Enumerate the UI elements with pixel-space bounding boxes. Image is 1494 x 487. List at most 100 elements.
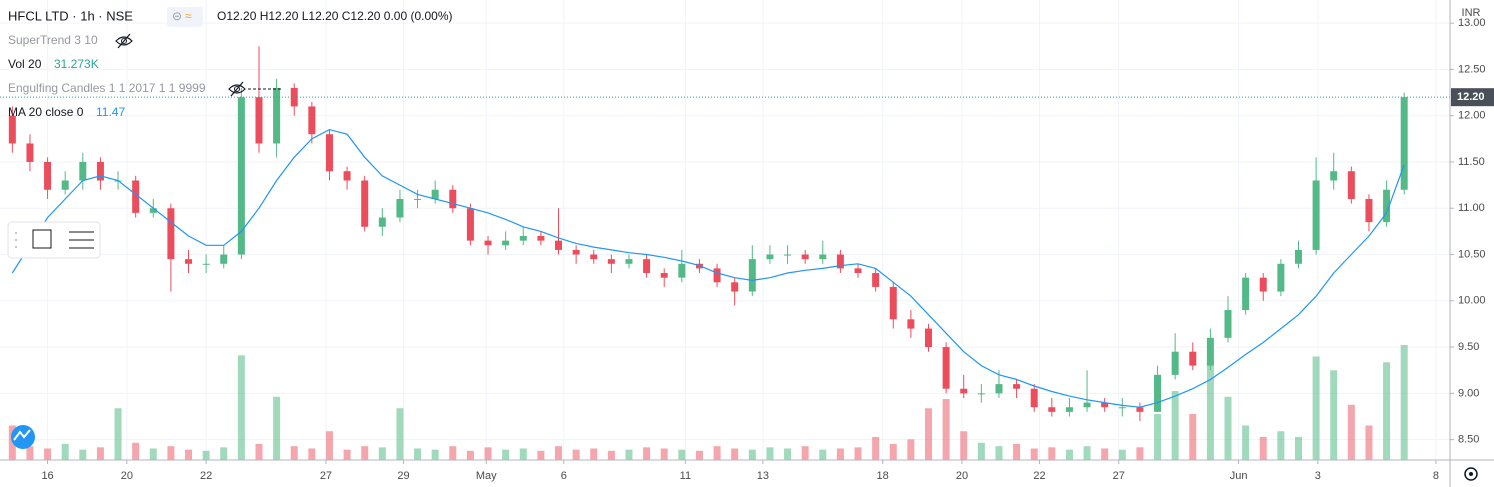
volume-bar [1154, 414, 1162, 460]
volume-bar [61, 443, 69, 460]
volume-bar [889, 443, 897, 460]
volume-bar [519, 448, 527, 460]
x-tick-label: 20 [121, 470, 133, 482]
candle-body [625, 259, 633, 264]
axes: 8.50 9.00 9.50 10.00 10.50 11.00 11.50 12.00 12.… [41, 17, 1494, 482]
volume-bar [1347, 404, 1355, 460]
candle-body [1294, 249, 1302, 264]
volume-bar [1065, 449, 1073, 460]
candle-body [8, 115, 16, 144]
volume-bar [343, 449, 351, 460]
volume-bar [1171, 391, 1179, 460]
candle-body [819, 254, 827, 260]
y-tick-label: 11.50 [1458, 156, 1485, 168]
symbol-title: HFCL LTD · 1h · NSE [8, 8, 133, 23]
volume-bar [907, 439, 915, 460]
candle-body [1083, 402, 1091, 408]
volume-bar [167, 446, 175, 460]
x-tick-label: May [476, 470, 497, 482]
x-tick-label: 3 [1315, 470, 1321, 482]
volume-bar [695, 450, 703, 460]
volume-bar [1242, 425, 1250, 460]
hidden-icon[interactable] [228, 81, 246, 97]
volume-bar [220, 447, 228, 460]
candle-body [237, 97, 245, 255]
candle-body [361, 180, 369, 227]
candle-body [44, 161, 52, 190]
volume-bar [607, 450, 615, 460]
volume-bar [308, 448, 316, 460]
volume-bar [784, 448, 792, 460]
candle-body [678, 263, 686, 278]
y-tick-label: 12.50 [1458, 63, 1486, 75]
candle-body [431, 189, 439, 199]
candle-body [1312, 180, 1320, 250]
volume-layer [8, 345, 1408, 460]
drawing-toolbar [7, 221, 101, 259]
x-tick-label: 20 [956, 470, 968, 482]
volume-bar [942, 399, 950, 460]
candle-body [766, 254, 774, 260]
candle-body [1189, 351, 1197, 366]
rect-tool[interactable] [32, 229, 52, 249]
badge-icon: ≈ [185, 9, 192, 23]
last-price-tag [1451, 88, 1494, 107]
x-tick-label: 22 [200, 470, 212, 482]
volume-bar [202, 450, 210, 460]
volume-bar [643, 447, 651, 460]
candle-body [220, 254, 228, 264]
volume-bar [977, 442, 985, 460]
volume-bar [572, 449, 580, 460]
candle-body [660, 273, 668, 278]
ohlc-legend: O12.20 H12.20 L12.20 C12.20 0.00 (0.00%) [217, 9, 453, 23]
x-tick-label: 27 [1113, 470, 1125, 482]
x-tick-label: 18 [877, 470, 889, 482]
volume-bar [237, 355, 245, 460]
volume-bar [255, 443, 263, 460]
volume-bar [537, 450, 545, 460]
candle-body [132, 180, 140, 213]
candle-body [748, 259, 756, 292]
candle-body [942, 347, 950, 389]
candle-body [1154, 374, 1162, 412]
candle-body [995, 384, 1003, 394]
candle-body [61, 180, 69, 190]
hidden-icon[interactable] [115, 33, 133, 49]
badge[interactable] [167, 7, 203, 27]
volume-bar [1400, 345, 1408, 460]
x-tick-label: Jun [1230, 470, 1248, 482]
candle-body [378, 217, 386, 227]
volume-bar [960, 431, 968, 460]
candle-body [537, 236, 545, 241]
candle-body [907, 319, 915, 329]
y-tick-label: 9.00 [1458, 387, 1479, 399]
volume-bar [185, 449, 193, 460]
volume-bar [660, 448, 668, 460]
indicator-name: Vol 20 [8, 57, 42, 71]
candle-body [273, 87, 281, 144]
volume-bar [1101, 448, 1109, 460]
indicator-name: SuperTrend 3 10 [8, 33, 98, 47]
candle-body [466, 208, 474, 241]
volume-bar [8, 425, 16, 460]
y-tick-label: 11.00 [1458, 202, 1485, 214]
volume-bar [132, 442, 140, 460]
volume-bar [502, 449, 510, 460]
candle-body [308, 106, 316, 135]
candle-body [519, 236, 527, 241]
y-tick-label: 10.50 [1458, 248, 1486, 260]
volume-bar [396, 408, 404, 460]
settings-tool[interactable] [69, 231, 94, 249]
y-tick-label: 13.00 [1458, 17, 1486, 29]
candle-body [325, 134, 333, 172]
candle-body [96, 161, 104, 181]
candle-body [555, 240, 563, 250]
indicator-name: Engulfing Candles 1 1 2017 1 1 9999 [8, 81, 206, 95]
candle-body [1013, 384, 1021, 389]
volume-bar [361, 446, 369, 460]
settings-gear[interactable] [1464, 467, 1478, 481]
volume-bar [1118, 449, 1126, 460]
volume-bar [1048, 447, 1056, 460]
